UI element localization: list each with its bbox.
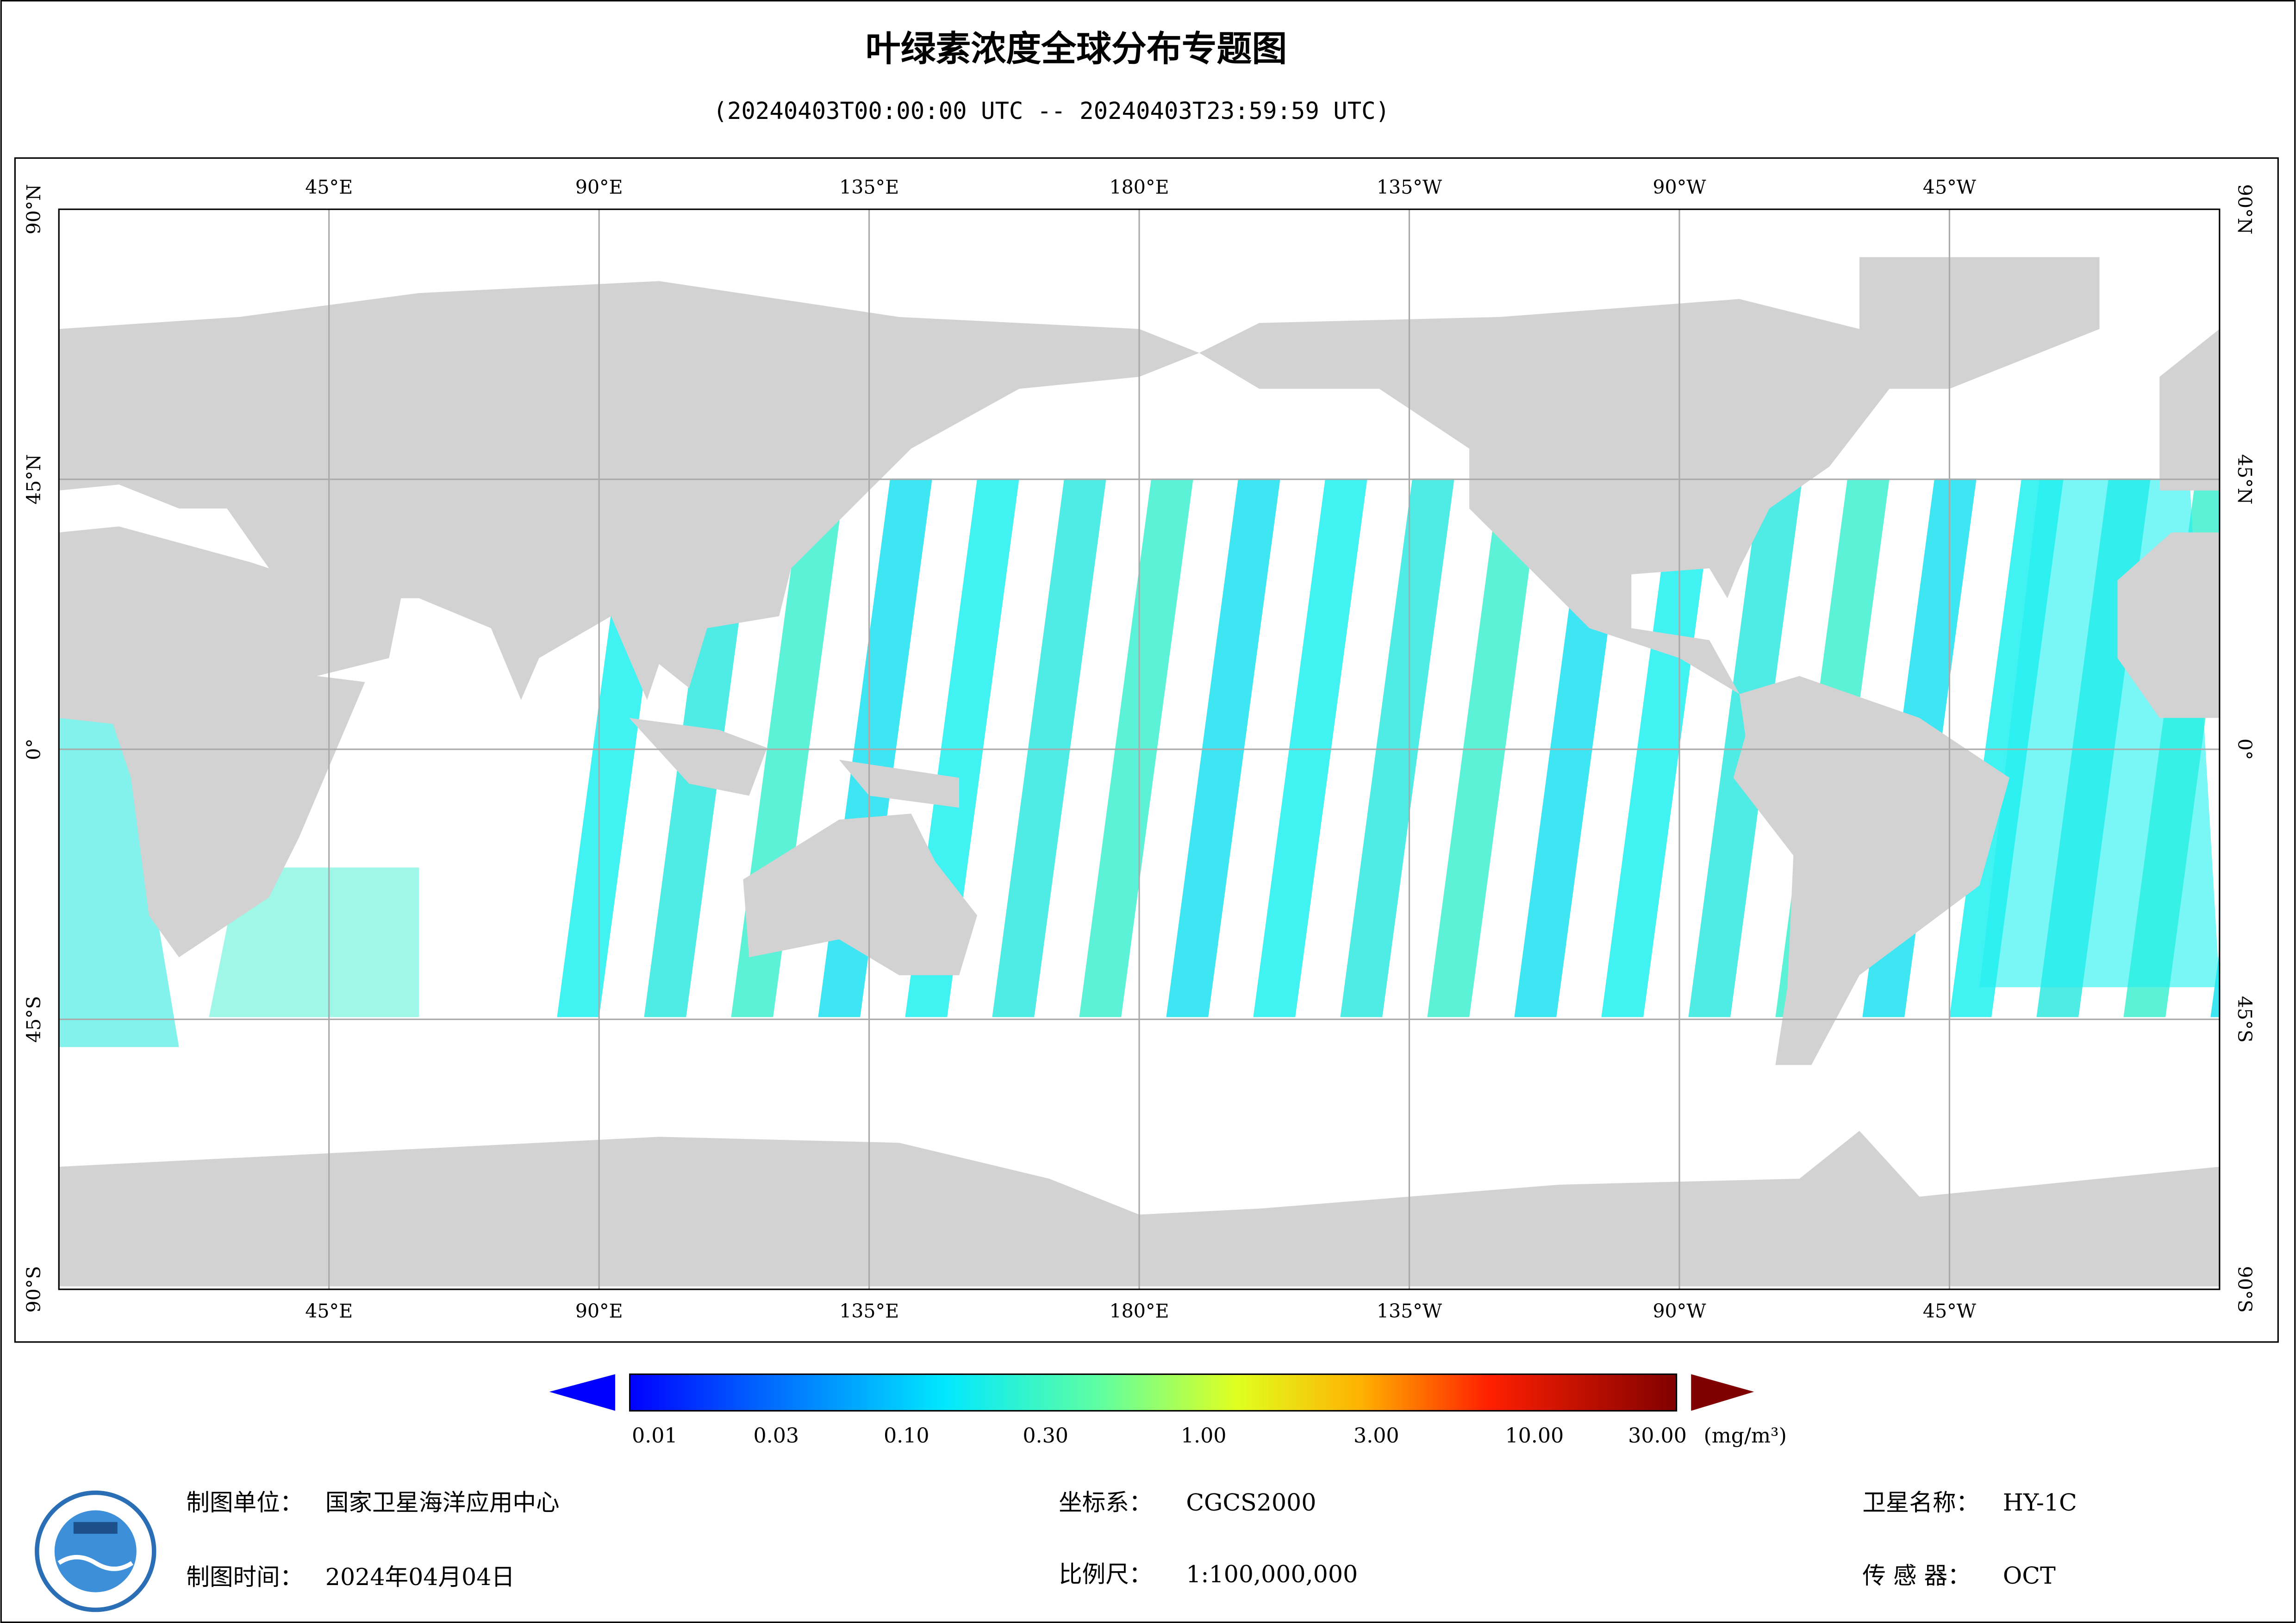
satellite-label: 卫星名称：	[1862, 1489, 1979, 1516]
lon-label-bottom: 135°W	[1377, 1300, 1442, 1322]
swath	[1166, 479, 1280, 1017]
date-value: 2024年04月04日	[325, 1563, 515, 1591]
colorbar	[629, 1373, 1678, 1412]
lat-label-left: 90°S	[23, 1266, 45, 1312]
lat-label-right: 0°	[2234, 739, 2256, 760]
sensor-value: OCT	[2003, 1562, 2056, 1589]
chlorophyll-swaths	[59, 479, 2220, 1047]
lon-label-top: 90°E	[575, 176, 623, 198]
map-border	[58, 208, 2221, 1290]
landmass	[1859, 257, 2100, 389]
swath	[209, 867, 419, 1017]
swath	[1340, 479, 1454, 1017]
lat-label-left: 45°N	[23, 454, 45, 504]
landmass	[59, 526, 365, 958]
landmass	[1733, 676, 2010, 1065]
colorbar-label: 1.00	[1181, 1424, 1227, 1448]
lat-label-right: 90°N	[2234, 184, 2256, 235]
lon-label-bottom: 45°E	[305, 1300, 353, 1322]
colorbar-label: 0.10	[884, 1424, 930, 1448]
lat-label-left: 45°S	[23, 996, 45, 1043]
colorbar-label: 0.30	[1023, 1424, 1068, 1448]
landmass	[2117, 532, 2220, 718]
swath	[1079, 479, 1193, 1017]
scale-label: 比例尺：	[1059, 1561, 1152, 1588]
axis-labels: 45°E 45°E 90°E 90°E 135°E 135°E 180°E 180°E 135°…	[23, 176, 2256, 1322]
satellite-value: HY-1C	[2003, 1489, 2077, 1516]
producer-value: 国家卫星海洋应用中心	[325, 1489, 560, 1516]
lat-label-right: 45°S	[2234, 996, 2256, 1043]
swath	[1601, 479, 1716, 1017]
lon-label-top: 45°E	[305, 176, 353, 198]
graticule	[59, 209, 2220, 1289]
date-label: 制图时间：	[186, 1563, 303, 1591]
colorbar-labels: 0.01 0.03 0.10 0.30 1.00 3.00 10.00 30.00	[632, 1424, 1687, 1448]
producer-label: 制图单位：	[186, 1489, 303, 1516]
landmass	[59, 281, 1199, 700]
swath	[1427, 479, 1541, 1017]
colorbar-high-arrow	[1691, 1374, 1754, 1411]
colorbar-unit: (mg/m³)	[1703, 1424, 1786, 1448]
lon-label-bottom: 90°W	[1653, 1300, 1706, 1322]
lon-label-bottom: 90°E	[575, 1300, 623, 1322]
lat-label-left: 90°N	[23, 184, 45, 235]
logo	[35, 1490, 156, 1612]
lon-label-top: 180°E	[1110, 176, 1169, 198]
landmass	[743, 814, 977, 976]
title: 叶绿素浓度全球分布专题图	[866, 29, 1287, 69]
swath	[59, 688, 179, 1047]
lat-label-right: 90°S	[2234, 1266, 2256, 1312]
crs-label: 坐标系：	[1059, 1489, 1152, 1516]
subtitle: (20240403T00:00:00 UTC -- 20240403T23:59…	[713, 97, 1390, 124]
crs-value: CGCS2000	[1186, 1489, 1316, 1516]
lon-label-bottom: 135°E	[839, 1300, 899, 1322]
colorbar-label: 3.00	[1354, 1424, 1399, 1448]
colorbar-label: 10.00	[1505, 1424, 1564, 1448]
landmass	[2159, 329, 2220, 491]
scale-value: 1:100,000,000	[1186, 1561, 1358, 1588]
sensor-label: 传 感 器：	[1862, 1562, 1971, 1589]
lon-label-bottom: 45°W	[1923, 1300, 1977, 1322]
lat-label-right: 45°N	[2234, 454, 2256, 504]
lon-label-top: 90°W	[1653, 176, 1706, 198]
colorbar-low-arrow	[549, 1374, 615, 1411]
colorbar-label: 30.00	[1628, 1424, 1687, 1448]
colorbar-label: 0.01	[632, 1424, 678, 1448]
landmass	[1199, 299, 1890, 694]
lat-label-left: 0°	[23, 739, 45, 760]
lon-label-top: 45°W	[1923, 176, 1977, 198]
colorbar-label: 0.03	[753, 1424, 799, 1448]
landmass	[629, 718, 767, 796]
swath	[1253, 479, 1367, 1017]
lon-label-top: 135°E	[839, 176, 899, 198]
lon-label-bottom: 180°E	[1110, 1300, 1169, 1322]
lon-label-top: 135°W	[1377, 176, 1442, 198]
swath	[992, 479, 1106, 1017]
